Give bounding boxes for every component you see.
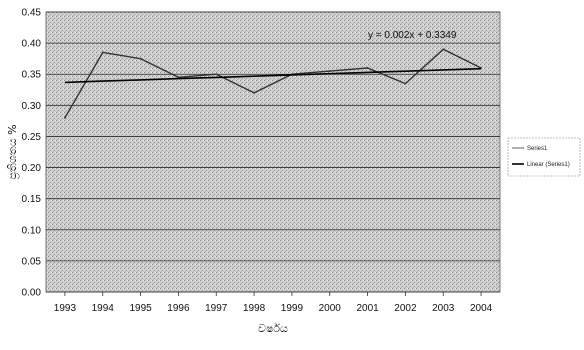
legend-box (507, 137, 581, 177)
series1-point (366, 67, 369, 69)
series1-point (404, 82, 407, 85)
x-tick-label: 1998 (243, 303, 266, 314)
trendline-equation: y = 0.002x + 0.3349 (368, 30, 457, 41)
x-tick-label: 1993 (54, 303, 77, 314)
x-tick-label: 2002 (394, 303, 417, 314)
y-tick-label: 0.20 (22, 163, 42, 174)
legend: Series1 Linear (Series1) (507, 137, 581, 177)
legend-label: Series1 (527, 146, 548, 152)
plot-area (45, 11, 501, 293)
y-tick-label: 0.40 (22, 39, 42, 50)
x-axis-ticks: 1993 1994 1995 1996 1997 1998 1999 2000 2001 2002… (54, 292, 493, 314)
linear-trendline (64, 67, 482, 84)
x-tick-label: 2000 (319, 303, 342, 314)
x-tick-label: 1994 (92, 303, 115, 314)
y-tick-label: 0.15 (22, 194, 42, 205)
x-tick-label: 1996 (167, 303, 190, 314)
legend-label: Linear (Series1) (527, 162, 570, 168)
series1-point (177, 76, 180, 79)
y-tick-label: 0.10 (22, 225, 42, 236)
series-layer (64, 48, 482, 119)
y-axis-ticks: 0.00 0.05 0.10 0.15 0.20 0.25 0.30 0.35 0.40 0.45 (22, 8, 42, 299)
x-tick-label: 1995 (129, 303, 152, 314)
x-tick-label: 2004 (470, 303, 493, 314)
series1-line (64, 48, 482, 119)
x-axis-title: වර්ෂය (258, 322, 288, 335)
y-tick-label: 0.00 (22, 288, 42, 299)
series1-point (215, 73, 218, 76)
series1-point (328, 70, 331, 73)
y-tick-label: 0.30 (22, 101, 42, 112)
x-tick-label: 2003 (432, 303, 455, 314)
gridlines (46, 11, 500, 293)
series1-point (442, 48, 445, 51)
series1-point (64, 116, 66, 119)
x-tick-label: 1999 (281, 303, 304, 314)
series1-point (253, 91, 255, 94)
y-tick-label: 0.35 (22, 70, 42, 81)
x-tick-label: 1997 (205, 303, 228, 314)
y-tick-label: 0.45 (22, 8, 42, 19)
series1-point (101, 51, 104, 54)
y-axis-title: ප්‍රතිශතය % (6, 124, 19, 179)
x-tick-label: 2001 (356, 303, 379, 314)
y-tick-label: 0.05 (22, 256, 42, 267)
series1-point (139, 57, 142, 60)
y-tick-label: 0.25 (22, 132, 42, 143)
